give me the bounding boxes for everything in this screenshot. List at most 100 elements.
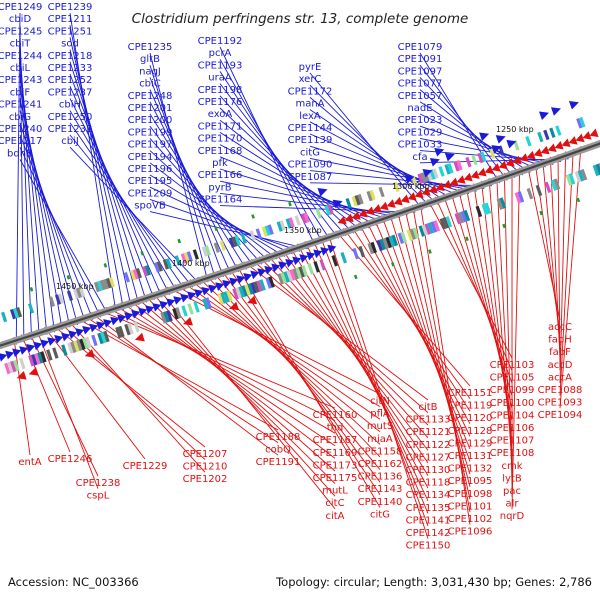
feature-block xyxy=(430,221,438,233)
feature-block xyxy=(340,252,347,264)
feature-block xyxy=(105,277,113,289)
forward-gene-arrow xyxy=(422,169,433,178)
feature-block xyxy=(543,129,550,141)
gene-label: pyrE xyxy=(299,62,322,73)
gene-label: CPE1139 xyxy=(288,135,333,146)
feature-block xyxy=(453,161,460,172)
tick-label: 1450 kbp xyxy=(56,282,94,291)
leader-line xyxy=(19,147,102,318)
feature-block xyxy=(140,250,145,256)
gene-label: CPE1245 xyxy=(0,26,42,37)
feature-block xyxy=(378,186,385,198)
feature-block xyxy=(549,127,556,139)
leader-line xyxy=(149,89,232,275)
feature-block xyxy=(315,208,322,219)
feature-block xyxy=(247,283,254,295)
forward-gene-arrow xyxy=(201,286,211,296)
reverse-gene-arrow xyxy=(393,196,403,206)
reverse-gene-arrow xyxy=(134,332,145,342)
feature-block xyxy=(411,175,418,186)
feature-block xyxy=(303,212,310,223)
feature-block xyxy=(28,355,35,367)
feature-block xyxy=(228,237,235,248)
gene-label: CPE1099 xyxy=(490,385,535,396)
forward-gene-arrow xyxy=(479,132,490,141)
leader-line xyxy=(343,228,471,399)
gene-label: CPE1196 xyxy=(128,164,173,175)
leader-line xyxy=(281,248,429,464)
forward-gene-arrow xyxy=(187,291,197,301)
feature-block xyxy=(265,277,272,289)
gene-label: CPE1096 xyxy=(448,527,493,538)
feature-block xyxy=(103,263,108,268)
reverse-gene-arrow xyxy=(554,141,564,150)
feature-block xyxy=(489,148,496,160)
forward-gene-arrow xyxy=(222,280,232,289)
gene-label: CPE1207 xyxy=(183,449,228,460)
gene-label: gltB xyxy=(140,54,160,65)
feature-block xyxy=(324,205,331,216)
forward-gene-arrow xyxy=(159,300,169,310)
leader-line xyxy=(219,119,362,231)
leader-line xyxy=(19,110,79,325)
feature-block xyxy=(577,170,585,182)
feature-block xyxy=(480,151,487,163)
feature-block xyxy=(261,226,268,237)
feature-block xyxy=(82,337,89,350)
reverse-gene-arrow xyxy=(372,204,382,213)
feature-block xyxy=(353,274,358,280)
gene-label: CPE1131 xyxy=(448,451,493,462)
forward-gene-arrow xyxy=(299,254,309,263)
tick-label: 1400 kbp xyxy=(172,259,210,268)
gene-label: cobQ xyxy=(265,445,291,456)
feature-block xyxy=(232,288,239,300)
tick-label: 1250 kbp xyxy=(496,125,534,134)
gene-label: CPE1144 xyxy=(288,123,333,134)
feature-block xyxy=(366,190,373,202)
feature-block xyxy=(327,204,334,215)
feature-block xyxy=(352,247,359,260)
leader-line xyxy=(21,334,71,453)
reverse-gene-arrow xyxy=(484,165,494,175)
leader-line xyxy=(105,306,336,422)
forward-gene-arrow xyxy=(110,316,120,326)
feature-block xyxy=(433,220,441,232)
reverse-gene-arrow xyxy=(365,206,375,215)
feature-block xyxy=(397,232,405,245)
feature-block xyxy=(427,222,435,234)
gene-label: cfa xyxy=(412,152,427,163)
feature-block xyxy=(514,192,522,204)
feature-block xyxy=(7,361,14,374)
gene-label: CPE1217 xyxy=(0,136,42,147)
feature-block xyxy=(565,174,573,186)
feature-block xyxy=(259,279,266,291)
forward-gene-arrow xyxy=(138,307,148,317)
gene-label: entA xyxy=(18,457,41,468)
feature-block xyxy=(118,325,125,338)
feature-block xyxy=(576,197,581,203)
feature-block xyxy=(513,140,520,151)
reverse-gene-arrow xyxy=(182,316,193,326)
feature-block xyxy=(300,213,307,224)
gene-label: citN xyxy=(370,396,390,407)
feature-block xyxy=(555,125,562,136)
reverse-gene-arrow xyxy=(386,199,396,208)
feature-block xyxy=(153,262,160,273)
feature-block xyxy=(580,168,588,181)
leader-line xyxy=(13,336,31,456)
feature-block xyxy=(162,259,169,270)
gene-label: CPE1057 xyxy=(398,91,443,102)
reverse-gene-arrow xyxy=(442,180,452,189)
forward-gene-arrow xyxy=(145,305,155,314)
gene-label: CPE1168 xyxy=(198,146,243,157)
feature-block xyxy=(498,145,505,156)
gene-label: citC xyxy=(325,498,344,509)
feature-block xyxy=(357,193,364,205)
gene-label: alr xyxy=(505,499,519,510)
feature-block xyxy=(85,336,92,349)
leader-line xyxy=(296,243,429,489)
gene-label: cbiL xyxy=(10,63,31,74)
feature-block xyxy=(93,281,101,293)
